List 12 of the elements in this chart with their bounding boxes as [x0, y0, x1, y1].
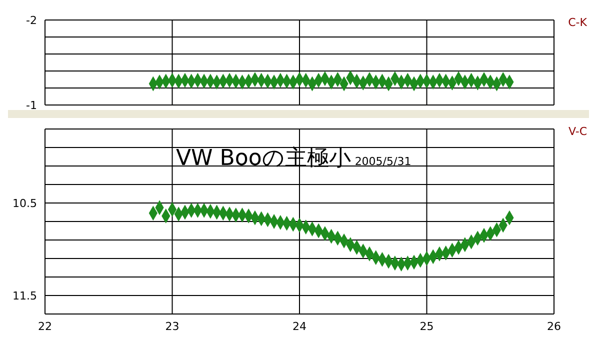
y-tick-label: -1	[26, 98, 37, 112]
x-tick-label: 26	[547, 320, 561, 333]
y-axis-title: C-K	[568, 16, 587, 29]
x-tick-label: 23	[165, 320, 180, 333]
x-tick-label: 22	[38, 320, 52, 333]
y-tick-label: 11.5	[12, 289, 37, 302]
y-tick-label: 10.5	[12, 196, 37, 210]
y-tick-label: -2	[26, 14, 37, 27]
y-axis-title: V-C	[568, 125, 587, 138]
x-tick-label: 24	[292, 320, 306, 333]
x-tick-label: 25	[420, 320, 434, 333]
text: 2005/5/31	[354, 155, 412, 168]
